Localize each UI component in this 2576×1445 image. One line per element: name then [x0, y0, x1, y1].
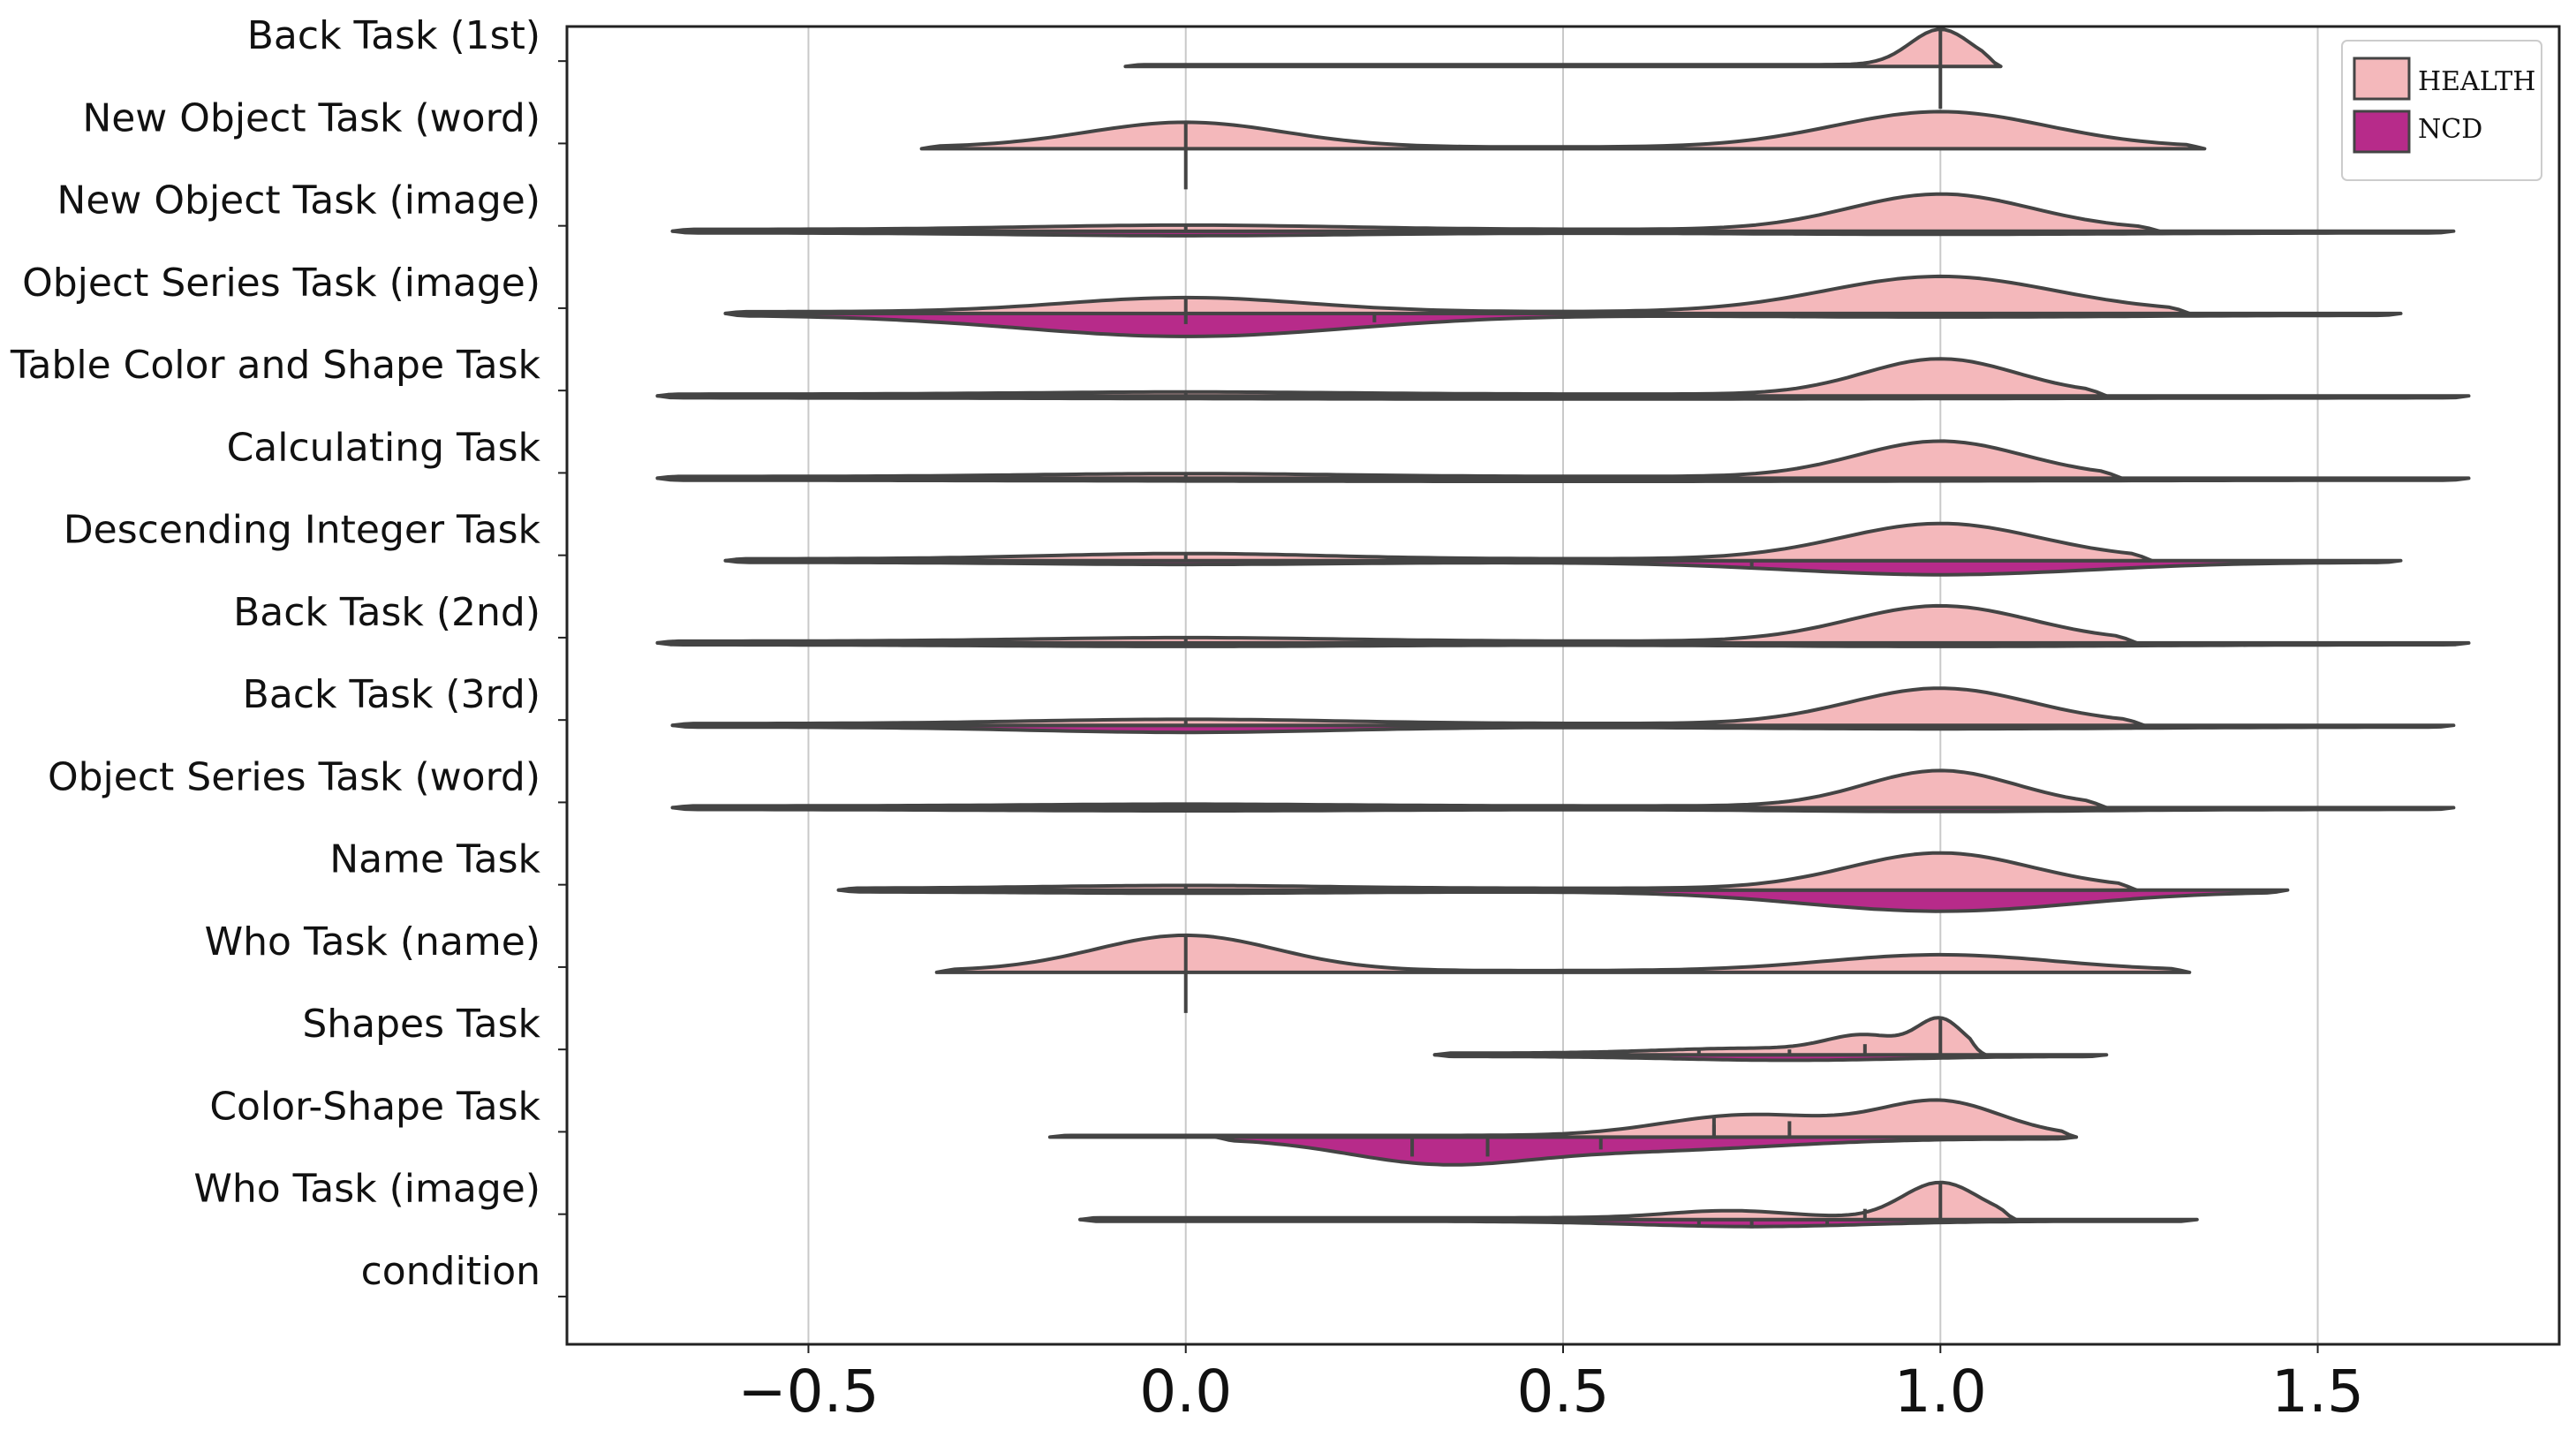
gridlines	[807, 26, 2319, 1344]
violin-half-health	[723, 274, 2192, 315]
violin-half-health	[670, 192, 2162, 233]
violin-14	[1047, 1098, 2079, 1167]
violin-half-health	[670, 686, 2146, 728]
violin-half-health	[655, 439, 2124, 480]
violin-7	[723, 521, 2403, 577]
violin-half-health	[655, 603, 2139, 645]
violin-5	[655, 357, 2471, 401]
violin-13	[1432, 1016, 2109, 1063]
violin-15	[1078, 1180, 2199, 1229]
x-axis: −0.5 0.0 0.5 1.0 1.5	[737, 1344, 2364, 1426]
y-tick-label: Calculating Task	[227, 425, 541, 470]
violin-half-health	[670, 768, 2109, 810]
violin-9	[670, 686, 2456, 735]
y-axis: Back Task (1st) New Object Task (word) New…	[10, 13, 567, 1297]
violin-8	[655, 603, 2471, 648]
violin-2	[919, 110, 2207, 190]
y-tick-label: Who Task (name)	[205, 919, 540, 965]
legend: HEALTH NCD	[2341, 40, 2542, 181]
violin-half-health	[1432, 1016, 1988, 1057]
y-tick-label: Back Task (3rd)	[243, 672, 540, 717]
legend-swatch-health	[2353, 57, 2411, 101]
violin-12	[934, 933, 2192, 1013]
violin-half-health	[723, 521, 2154, 563]
y-tick-label: Who Task (image)	[193, 1167, 540, 1212]
y-tick-label: Color-Shape Task	[209, 1084, 540, 1129]
legend-label-health: HEALTH	[2418, 66, 2535, 97]
violin-1	[1123, 27, 2003, 110]
violin-11	[836, 851, 2290, 913]
violin-4	[723, 274, 2403, 338]
legend-swatch-ncd	[2353, 110, 2411, 154]
violins	[655, 27, 2471, 1229]
x-tick-label: 0.5	[1517, 1358, 1610, 1426]
y-tick-label: New Object Task (image)	[57, 178, 540, 223]
y-tick-label: Descending Integer Task	[64, 508, 541, 553]
y-tick-label: Back Task (2nd)	[233, 590, 540, 635]
violin-6	[655, 439, 2471, 483]
y-tick-label: condition	[361, 1249, 540, 1294]
y-tick-label: Shapes Task	[302, 1002, 540, 1047]
y-tick-label: Back Task (1st)	[247, 13, 540, 58]
violin-half-health	[919, 110, 2207, 151]
y-tick-label: Name Task	[329, 837, 540, 882]
x-tick-label: 0.0	[1139, 1358, 1232, 1426]
y-tick-label: Object Series Task (word)	[48, 754, 540, 799]
violin-half-health	[934, 933, 2192, 974]
violin-half-health	[836, 851, 2139, 892]
violin-10	[670, 768, 2456, 813]
violin-half-health	[1047, 1098, 2079, 1139]
violin-half-ncd	[1213, 1135, 2079, 1167]
y-tick-label: Object Series Task (image)	[22, 261, 540, 306]
violin-3	[670, 192, 2456, 238]
x-tick-label: 1.5	[2271, 1358, 2364, 1426]
violin-half-health	[655, 357, 2109, 398]
x-tick-label: −0.5	[737, 1358, 879, 1426]
y-tick-label: Table Color and Shape Task	[10, 343, 541, 388]
violin-half-ncd	[723, 558, 2403, 577]
violin-half-health	[1123, 27, 2003, 69]
x-tick-label: 1.0	[1894, 1358, 1987, 1426]
y-tick-label: New Object Task (word)	[82, 95, 540, 140]
legend-label-ncd: NCD	[2418, 114, 2482, 145]
violin-half-ncd	[836, 888, 2290, 913]
violin-half-ncd	[723, 311, 2403, 338]
